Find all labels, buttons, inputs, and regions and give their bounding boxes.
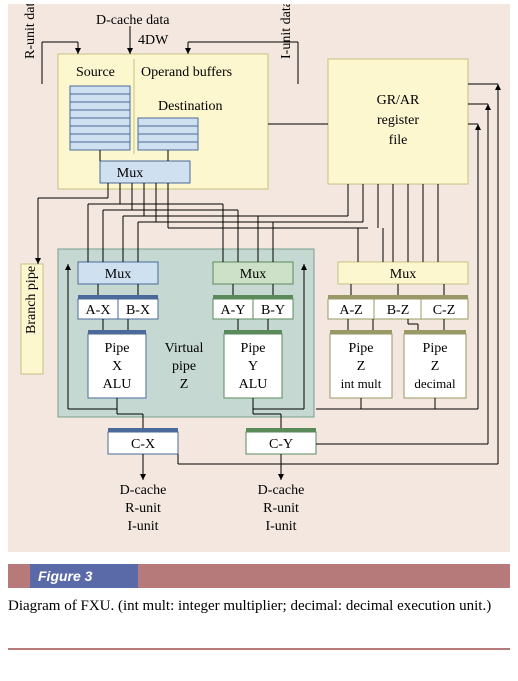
virtual-pipe-z-label-1: Virtual [165, 341, 204, 356]
out2-3: I-unit [265, 519, 296, 534]
mux-top-box [100, 161, 190, 183]
mux-top-label: Mux [117, 166, 143, 181]
pipe-y-label-1: Pipe [241, 341, 266, 356]
out1-1: D-cache [120, 483, 167, 498]
ax-label: A-X [86, 303, 111, 318]
bottom-rule [8, 648, 510, 650]
az-label: A-Z [339, 303, 362, 318]
pipe-z-int-3: int mult [341, 376, 382, 391]
out2-1: D-cache [258, 483, 305, 498]
pipe-z-dec-2: Z [431, 359, 440, 374]
pipe-x-label-3: ALU [103, 377, 132, 392]
mux-y-label: Mux [240, 267, 266, 282]
cy-label: C-Y [269, 437, 293, 452]
mux-z-label: Mux [390, 267, 416, 282]
d-cache-data-label: D-cache data [96, 13, 170, 28]
diagram-area: Source Operand buffers Destination [8, 4, 510, 552]
gr-ar-label-1: GR/AR [377, 93, 420, 108]
pipe-z-dec-3: decimal [414, 376, 456, 391]
mux-x-label: Mux [105, 267, 131, 282]
pipe-x-label-2: X [112, 359, 122, 374]
figure-number: Figure 3 [30, 564, 138, 588]
pipe-y-label-3: ALU [239, 377, 268, 392]
pipe-y-label-2: Y [248, 359, 258, 374]
virtual-pipe-z-label-3: Z [180, 377, 189, 392]
virtual-pipe-z-label-2: pipe [172, 359, 196, 374]
by-label: B-Y [261, 303, 285, 318]
source-registers [70, 86, 130, 150]
cz-label: C-Z [433, 303, 456, 318]
pipe-z-int-1: Pipe [349, 341, 374, 356]
cx-label: C-X [131, 437, 155, 452]
bx-label: B-X [126, 303, 150, 318]
pipe-z-int-2: Z [357, 359, 366, 374]
bz-label: B-Z [387, 303, 410, 318]
out2-2: R-unit [263, 501, 299, 516]
figure-caption: Diagram of FXU. (int mult: integer multi… [8, 596, 510, 616]
gr-ar-label-2: register [377, 113, 419, 128]
source-label: Source [76, 65, 115, 80]
ay-label: A-Y [221, 303, 246, 318]
r-unit-data-label: R-unit data [23, 4, 38, 59]
pipe-x-label-1: Pipe [105, 341, 130, 356]
out1-3: I-unit [127, 519, 158, 534]
figure-label-bar: Figure 3 [8, 564, 510, 588]
four-dw-label: 4DW [138, 33, 169, 48]
operand-buffers-label: Operand buffers [141, 65, 232, 80]
i-unit-data-label: I-unit data [279, 4, 294, 59]
destination-label: Destination [158, 99, 223, 114]
gr-ar-label-3: file [389, 133, 408, 148]
destination-registers [138, 118, 198, 150]
fxu-diagram-svg: Source Operand buffers Destination [8, 4, 510, 552]
branch-pipe-label: Branch pipe [24, 266, 39, 334]
pipe-z-dec-1: Pipe [423, 341, 448, 356]
out1-2: R-unit [125, 501, 161, 516]
